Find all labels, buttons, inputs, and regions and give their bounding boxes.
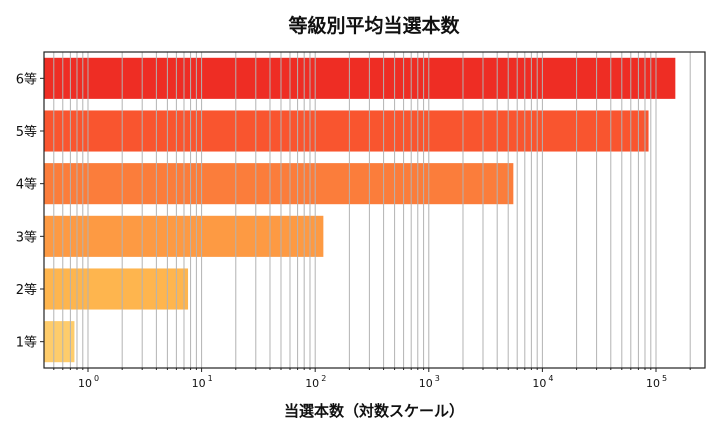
- svg-text:4: 4: [548, 374, 553, 383]
- bar-1等: [44, 321, 75, 363]
- x-tick-label: 10: [192, 377, 206, 390]
- y-tick-label: 5等: [16, 124, 37, 140]
- x-tick-label: 10: [419, 377, 433, 390]
- svg-text:2: 2: [321, 374, 326, 383]
- chart-title: 等級別平均当選本数: [287, 14, 460, 37]
- x-tick-label: 10: [78, 377, 92, 390]
- x-tick-label: 10: [532, 377, 546, 390]
- y-tick-label: 4等: [16, 177, 37, 193]
- plot-frame: [43, 51, 706, 369]
- bar-2等: [44, 268, 189, 310]
- x-tick-label: 10: [646, 377, 660, 390]
- svg-text:5: 5: [662, 374, 667, 383]
- gridlines: [53, 52, 691, 368]
- x-axis-label: 当選本数（対数スケール）: [284, 402, 464, 420]
- bars-group: [44, 57, 676, 363]
- x-axis: 10 0 10 1 10 2 10 3 10 4 10 5: [53, 368, 691, 390]
- y-tick-label: 6等: [16, 71, 37, 87]
- bar-6等: [44, 57, 676, 99]
- y-tick-label: 2等: [16, 282, 37, 298]
- svg-text:0: 0: [94, 374, 99, 383]
- y-tick-label: 1等: [16, 335, 37, 351]
- y-axis: 1等 2等 3等 4等 5等 6等: [16, 71, 44, 351]
- svg-text:1: 1: [208, 374, 213, 383]
- x-tick-label: 10: [305, 377, 319, 390]
- svg-text:3: 3: [435, 374, 440, 383]
- bar-5等: [44, 110, 649, 152]
- bar-4等: [44, 163, 514, 205]
- y-tick-label: 3等: [16, 229, 37, 245]
